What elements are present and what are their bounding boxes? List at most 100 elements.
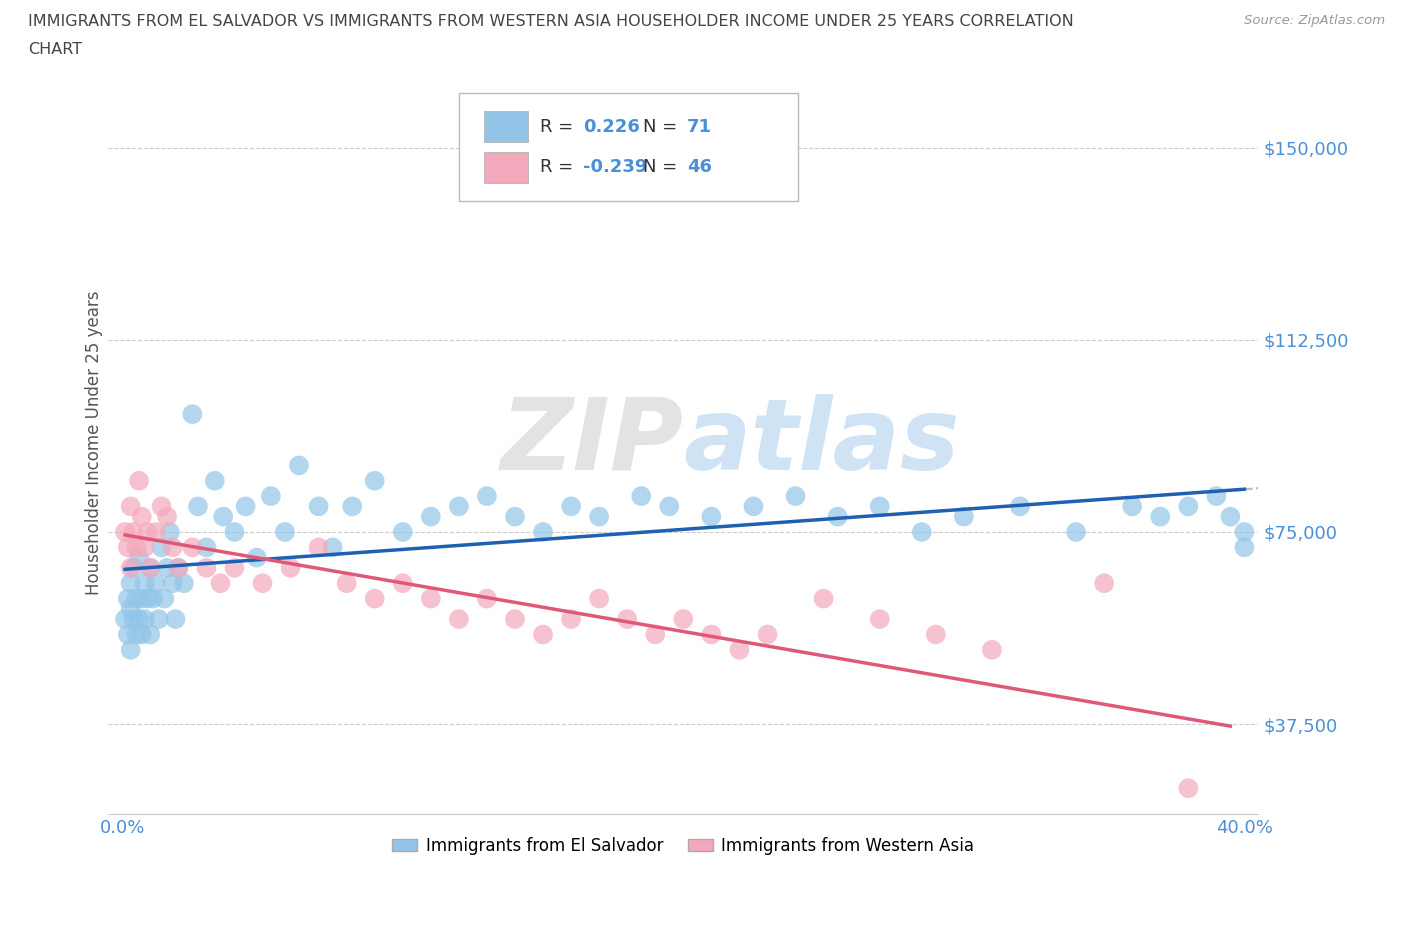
- Point: [117, 540, 139, 555]
- Point: [120, 602, 142, 617]
- Point: [122, 612, 145, 627]
- Point: [204, 473, 226, 488]
- Point: [150, 498, 173, 513]
- Point: [911, 525, 934, 539]
- Point: [187, 498, 209, 513]
- Point: [827, 510, 849, 525]
- Point: [644, 627, 666, 642]
- Point: [1149, 510, 1171, 525]
- Point: [120, 643, 142, 658]
- Point: [120, 561, 142, 576]
- Point: [252, 576, 274, 591]
- Point: [117, 591, 139, 606]
- Text: IMMIGRANTS FROM EL SALVADOR VS IMMIGRANTS FROM WESTERN ASIA HOUSEHOLDER INCOME U: IMMIGRANTS FROM EL SALVADOR VS IMMIGRANT…: [28, 14, 1074, 29]
- Point: [503, 612, 526, 627]
- Point: [156, 561, 179, 576]
- Text: CHART: CHART: [28, 42, 82, 57]
- Point: [1233, 525, 1256, 539]
- Point: [260, 488, 283, 503]
- Point: [503, 510, 526, 525]
- Point: [128, 473, 150, 488]
- Point: [195, 561, 218, 576]
- Point: [209, 576, 232, 591]
- Text: 0.226: 0.226: [583, 117, 640, 136]
- Point: [280, 561, 302, 576]
- Point: [125, 627, 148, 642]
- Text: -0.239: -0.239: [583, 158, 648, 177]
- Point: [235, 498, 257, 513]
- Point: [630, 488, 652, 503]
- Point: [560, 612, 582, 627]
- Point: [125, 591, 148, 606]
- Point: [131, 510, 153, 525]
- Point: [195, 540, 218, 555]
- Point: [953, 510, 976, 525]
- Point: [134, 576, 156, 591]
- Point: [1205, 488, 1227, 503]
- Point: [1219, 510, 1241, 525]
- Text: ZIP: ZIP: [501, 393, 683, 491]
- Point: [274, 525, 297, 539]
- Point: [1177, 781, 1199, 796]
- Point: [336, 576, 359, 591]
- Point: [162, 576, 184, 591]
- Point: [1092, 576, 1115, 591]
- Point: [122, 561, 145, 576]
- Point: [139, 561, 162, 576]
- Point: [136, 525, 159, 539]
- FancyBboxPatch shape: [484, 152, 529, 183]
- Point: [224, 525, 246, 539]
- FancyBboxPatch shape: [458, 93, 799, 201]
- Point: [391, 576, 413, 591]
- Point: [531, 525, 554, 539]
- Point: [150, 540, 173, 555]
- Point: [145, 576, 167, 591]
- Point: [672, 612, 695, 627]
- Point: [700, 627, 723, 642]
- Point: [159, 525, 181, 539]
- Point: [128, 551, 150, 565]
- Point: [391, 525, 413, 539]
- Text: R =: R =: [540, 117, 572, 136]
- Point: [1233, 540, 1256, 555]
- Point: [131, 627, 153, 642]
- Point: [560, 498, 582, 513]
- Point: [742, 498, 765, 513]
- Point: [588, 591, 610, 606]
- Point: [322, 540, 344, 555]
- Text: Source: ZipAtlas.com: Source: ZipAtlas.com: [1244, 14, 1385, 27]
- Point: [475, 488, 498, 503]
- Point: [869, 498, 891, 513]
- Text: N =: N =: [643, 117, 678, 136]
- Point: [224, 561, 246, 576]
- FancyBboxPatch shape: [484, 111, 529, 142]
- Point: [162, 540, 184, 555]
- Point: [173, 576, 195, 591]
- Point: [128, 612, 150, 627]
- Point: [120, 498, 142, 513]
- Point: [700, 510, 723, 525]
- Point: [342, 498, 364, 513]
- Point: [167, 561, 190, 576]
- Point: [117, 627, 139, 642]
- Point: [139, 561, 162, 576]
- Point: [145, 525, 167, 539]
- Point: [181, 406, 204, 421]
- Y-axis label: Householder Income Under 25 years: Householder Income Under 25 years: [86, 290, 103, 594]
- Point: [531, 627, 554, 642]
- Point: [288, 458, 311, 472]
- Point: [212, 510, 235, 525]
- Point: [125, 540, 148, 555]
- Point: [131, 591, 153, 606]
- Text: N =: N =: [643, 158, 678, 177]
- Point: [756, 627, 779, 642]
- Point: [308, 540, 330, 555]
- Point: [308, 498, 330, 513]
- Point: [181, 540, 204, 555]
- Point: [447, 612, 470, 627]
- Point: [153, 591, 176, 606]
- Point: [785, 488, 807, 503]
- Point: [364, 591, 387, 606]
- Text: R =: R =: [540, 158, 572, 177]
- Point: [658, 498, 681, 513]
